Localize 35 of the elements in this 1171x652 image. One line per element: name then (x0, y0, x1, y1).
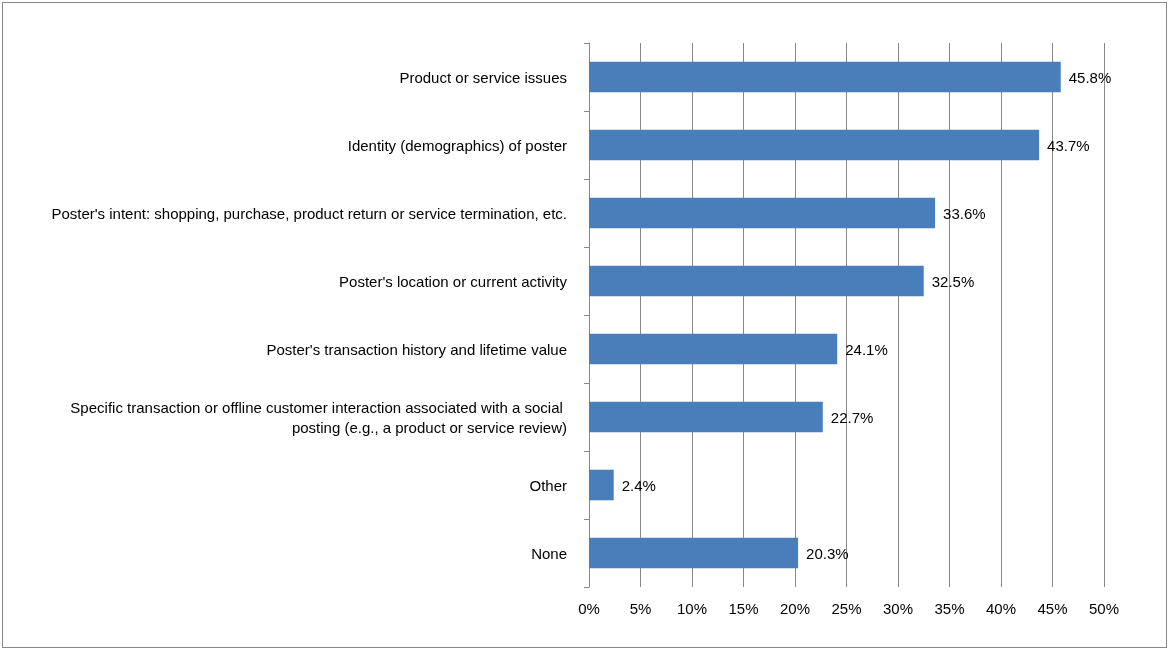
bar (589, 129, 1040, 161)
y-tick-label: Identity (demographics) of poster (347, 136, 567, 154)
x-tick-label: 35% (934, 600, 965, 617)
y-tick-label: Product or service issues (399, 68, 567, 86)
x-tick-label: 45% (1037, 600, 1068, 617)
bar (589, 61, 1061, 93)
x-tick-label: 5% (629, 600, 652, 617)
x-tick-label: 15% (728, 600, 759, 617)
x-tick-label: 30% (882, 600, 914, 617)
x-tick-label: 0% (578, 600, 600, 617)
x-tick-label: 50% (1088, 600, 1120, 617)
bar (589, 333, 838, 365)
y-tick-label: Poster's transaction history and lifetime value (266, 340, 567, 358)
y-tick-label: Other (529, 476, 567, 494)
x-tick-label: 10% (676, 600, 708, 617)
data-label: 33.6% (943, 204, 986, 222)
data-label: 32.5% (931, 272, 975, 290)
x-tick-label: 25% (831, 600, 862, 617)
y-tick-label: Poster's location or current activity (339, 272, 568, 290)
y-tick-label: None (531, 544, 567, 562)
bar (589, 537, 799, 569)
y-tick-label: Poster's intent: shopping, purchase, product return or service termination, etc. (51, 204, 567, 222)
x-tick-label: 40% (985, 600, 1017, 617)
data-label: 24.1% (845, 340, 888, 358)
bar (589, 197, 936, 229)
bar (589, 401, 823, 433)
data-label: 43.7% (1047, 136, 1090, 154)
data-label: 20.3% (806, 544, 849, 562)
data-label: 45.8% (1068, 68, 1112, 86)
x-tick-label: 20% (779, 600, 811, 617)
bar (589, 265, 924, 297)
data-label: 22.7% (830, 408, 874, 426)
bar (589, 469, 614, 501)
data-label: 2.4% (621, 476, 656, 494)
y-tick-label: Specific transaction or offline customer interaction associated with a social posting (e.g., a product or service review) (70, 398, 567, 436)
